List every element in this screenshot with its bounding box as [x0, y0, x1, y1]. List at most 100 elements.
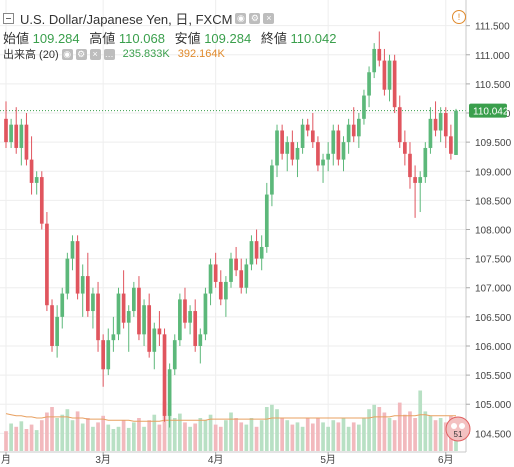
volume-bar [162, 401, 167, 451]
candle-body [433, 118, 438, 131]
volume-bar [346, 426, 351, 451]
volume-bar [55, 418, 59, 451]
candle-body [167, 369, 172, 416]
volume-bar [224, 420, 228, 451]
remove-icon[interactable]: × [263, 13, 275, 24]
candle-body [193, 311, 198, 346]
volume-bar [295, 422, 300, 451]
volume-bar [91, 426, 95, 451]
x-tick-label: 月 [1, 454, 11, 466]
candle-body [259, 246, 264, 259]
candle-body [387, 60, 392, 90]
candle-body [254, 241, 259, 259]
candle-body [326, 153, 330, 160]
candle-body [45, 223, 49, 306]
candle-body [224, 281, 228, 300]
x-tick-label: 6月 [438, 454, 454, 466]
candle-body [423, 147, 428, 178]
candle-body [382, 60, 387, 90]
more-icon[interactable]: … [103, 48, 115, 60]
price-axis[interactable]: 111.500111.000110.500110.000109.500109.0… [466, 22, 512, 441]
candle-body [367, 72, 371, 96]
volume-bar [377, 407, 382, 451]
candle-body [362, 95, 366, 119]
volume-bar [310, 423, 315, 451]
settings-icon[interactable]: ⚙ [249, 13, 261, 24]
candle-body [295, 147, 300, 160]
volume-bar [229, 412, 233, 451]
time-axis[interactable]: 月 3月 4月 5月 6月 [1, 452, 454, 466]
remove-icon[interactable]: × [89, 48, 101, 60]
candle-body [449, 136, 453, 154]
volume-bar [259, 420, 264, 451]
y-tick-label: 105.000 [475, 400, 512, 411]
low-label: 安値 [174, 31, 201, 46]
mascot-badge-bg [445, 416, 471, 442]
candle-body [70, 241, 75, 259]
volume-bar [336, 422, 341, 451]
volume-bar [357, 424, 361, 451]
volume-bar [75, 411, 80, 451]
candle-body [454, 110, 458, 155]
volume-bar [433, 420, 438, 451]
candle-body [300, 124, 305, 148]
volume-bar [428, 415, 433, 451]
volume-bar [9, 423, 13, 451]
candle-body [126, 311, 131, 323]
ohlc-legend: 始値 109.284 高値 110.068 安値 109.284 終値 110.… [3, 28, 343, 47]
volume-bar [111, 429, 116, 451]
volume-bar [60, 414, 65, 451]
candle-body [280, 130, 284, 154]
volume-bar [167, 409, 172, 451]
low-value: 109.284 [204, 31, 252, 46]
volume-bar [142, 426, 146, 451]
volume-bar [397, 402, 402, 451]
volume-bar [264, 407, 269, 451]
candle-body [413, 177, 417, 183]
settings-icon[interactable]: ⚙ [75, 48, 87, 60]
y-tick-label: 111.500 [475, 22, 510, 33]
candle-body [183, 299, 187, 323]
candle-body [310, 130, 315, 143]
alert-icon[interactable]: ! [452, 10, 466, 24]
candle-body [239, 270, 244, 288]
y-tick-label: 108.500 [475, 196, 512, 207]
volume-bar [392, 420, 397, 451]
candle-body [443, 113, 448, 137]
volume-bar [172, 418, 177, 451]
volume-bar [285, 420, 290, 451]
eye-icon[interactable]: ◉ [61, 48, 73, 60]
volume-bar [152, 414, 157, 451]
volume-bar [198, 418, 203, 451]
candle-body [19, 124, 24, 148]
last-price-label-bg [469, 103, 507, 118]
volume-bar [24, 429, 29, 451]
candle-body [275, 130, 279, 166]
volume-bar [65, 409, 70, 451]
volume-bar [300, 426, 305, 451]
mascot-badge-icon[interactable]: 51 [445, 416, 471, 442]
volume-bar [218, 426, 223, 451]
volume-bar [157, 424, 162, 451]
high-label: 高値 [89, 31, 116, 46]
volume-bar [244, 424, 249, 451]
volume-bar [254, 426, 259, 451]
candle-body [55, 316, 59, 346]
candle-body [403, 142, 407, 154]
candle-body [96, 293, 100, 341]
volume-bar [423, 411, 428, 451]
candle-body [321, 159, 325, 166]
candle-body [428, 118, 433, 148]
candle-body [116, 293, 121, 335]
eye-icon[interactable]: ◉ [235, 13, 247, 24]
candle-body [39, 177, 44, 224]
volume-bar [290, 424, 295, 451]
volume-bar [331, 420, 336, 451]
collapse-icon[interactable] [3, 13, 14, 24]
candle-body [264, 194, 269, 247]
volume-bar [367, 409, 371, 451]
volume-bar [178, 413, 182, 451]
volume-bar [106, 424, 111, 451]
volume-bar [239, 422, 244, 451]
